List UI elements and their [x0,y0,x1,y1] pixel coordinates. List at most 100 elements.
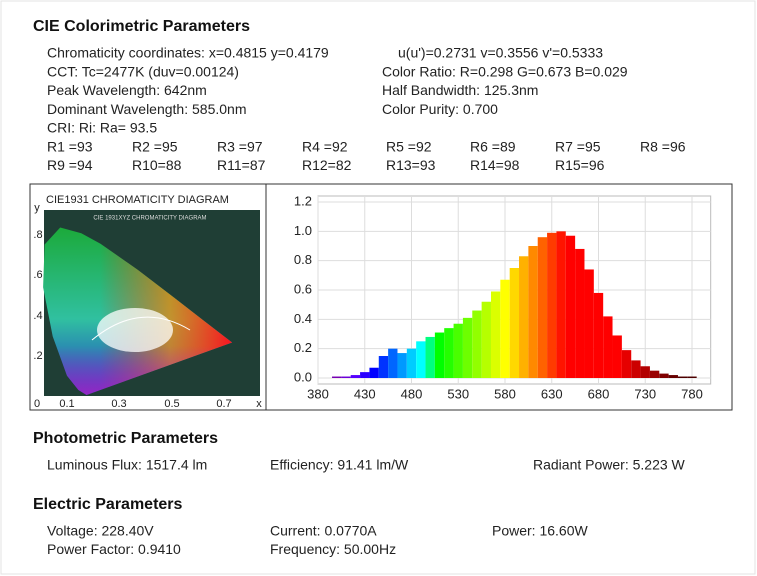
spectrum-bar [537,237,548,378]
section-title: CIE Colorimetric Parameters [33,18,250,35]
spectrum-bar [603,316,613,378]
x-tick-label: 530 [447,386,469,401]
cie-y-axis: y [34,202,40,214]
section-title: Electric Parameters [33,496,183,513]
cie-y-label: .6 [33,269,42,281]
spectrum-bar [481,301,491,378]
cri-value: R10=88 [132,157,182,173]
y-tick-label: 0.4 [294,311,312,326]
section-title: Photometric Parameters [33,430,218,447]
spectrum-bar [631,360,641,378]
spectrum-bar [406,348,417,378]
param-text: Current: 0.0770A [270,523,377,539]
spectrum-bar [677,376,688,378]
param-text: Power: 16.60W [492,523,588,539]
spectrum-bar [659,373,669,378]
spectrum-bar [565,235,576,378]
planckian-locus [91,316,191,341]
cri-value: R4 =92 [302,139,348,155]
param-text: Efficiency: 91.41 lm/W [270,457,409,473]
cie-y-label: .4 [33,310,42,322]
spectrum-bar [500,279,510,378]
cri-value: R6 =89 [470,139,516,155]
spectrum-bar [472,310,482,378]
cie-x-axis: x [256,398,262,410]
x-tick-label: 480 [401,386,423,401]
param-text: CRI: Ri: Ra= 93.5 [47,120,157,136]
spectrum-bar [444,328,454,378]
y-tick-label: 1.0 [294,223,312,238]
chart-frame [29,183,733,411]
spectrum-bar [640,366,650,378]
param-text: u(u')=0.2731 v=0.3556 v'=0.5333 [398,45,603,61]
cie-x-label: 0.3 [111,398,126,410]
y-tick-label: 0.2 [294,340,312,355]
cri-value: R2 =95 [132,139,178,155]
y-tick-label: 1.2 [294,193,312,208]
spectrum-bar [575,248,585,378]
cri-value: R9 =94 [47,157,93,173]
spectrum-bar [378,356,389,378]
cie-y-label: .8 [33,229,42,241]
cie-x-label: 0.5 [164,398,179,410]
cri-value: R5 =92 [386,139,432,155]
spectrum-bar [621,350,632,378]
y-tick-label: 0.0 [294,369,312,384]
param-text: Dominant Wavelength: 585.0nm [47,101,246,117]
spectrum-bar [593,292,604,378]
cri-value: R13=93 [386,157,436,173]
cie-inner-title: CIE 1931XYZ CHROMATICITY DIAGRAM [93,216,206,222]
spectrum-bar [462,317,473,378]
cri-value: R3 =97 [217,139,263,155]
spectrum-bar [649,370,660,378]
cie-x-label: 0.1 [59,398,74,410]
x-tick-label: 730 [634,386,656,401]
spectrum-bar [369,367,379,378]
cie-title: CIE1931 CHROMATICITY DIAGRAM [46,194,229,206]
spectrum-bar [584,269,594,378]
param-text: Voltage: 228.40V [47,523,154,539]
spectrum-bar [547,232,557,378]
cie-y-label: .2 [33,350,42,362]
param-text: Radiant Power: 5.223 W [533,457,686,473]
cri-value: R14=98 [470,157,520,173]
spectrum-bar [350,375,361,378]
spectrum-bar [434,332,445,378]
x-tick-label: 630 [541,386,563,401]
param-text: Peak Wavelength: 642nm [47,82,207,98]
x-tick-label: 430 [354,386,376,401]
x-tick-label: 780 [681,386,703,401]
cie-white [97,308,173,352]
cie-x-label: 0.7 [216,398,231,410]
spectrum-bar [332,376,342,378]
spectrum-bar [668,375,678,378]
spectrum-bar [360,372,370,378]
y-tick-label: 0.8 [294,252,312,267]
spectrum-bar [509,268,520,378]
x-tick-label: 580 [494,386,516,401]
cri-value: R1 =93 [47,139,93,155]
spectrum-bar [341,376,351,378]
spectrum-bar [490,291,501,378]
spectrum-bar [687,376,697,378]
cri-value: R7 =95 [555,139,601,155]
spectrum-bar [397,353,407,378]
y-tick-label: 0.6 [294,281,312,296]
x-tick-label: 380 [307,386,329,401]
spectrum-bar [528,246,538,378]
param-text: Frequency: 50.00Hz [270,541,396,557]
spectrum-bar [388,348,398,378]
spectrum-bar [416,341,426,378]
spectrum-bar [453,323,463,378]
cri-value: R15=96 [555,157,605,173]
cri-value: R11=87 [217,157,266,173]
param-text: Power Factor: 0.9410 [47,541,181,557]
param-text: Chromaticity coordinates: x=0.4815 y=0.4… [47,45,329,61]
spectrum-bar [425,336,435,378]
spectrum-bar [556,231,566,378]
spectrum-bar [519,256,529,378]
cri-value: R12=82 [302,157,352,173]
